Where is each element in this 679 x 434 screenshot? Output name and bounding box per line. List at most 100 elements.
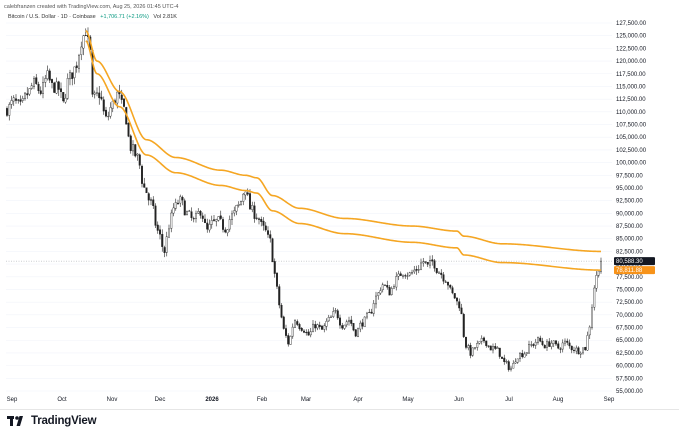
candle-body xyxy=(289,336,292,345)
candle-body xyxy=(152,199,155,206)
candle-body xyxy=(408,272,411,276)
candle-body xyxy=(435,268,438,273)
candle-body xyxy=(390,288,393,295)
candle-body xyxy=(269,234,272,239)
candle-body xyxy=(305,332,308,334)
candle-body xyxy=(523,353,526,358)
y-tick-label: 112,500.00 xyxy=(616,97,646,103)
candle-body xyxy=(12,97,15,102)
candle-body xyxy=(42,82,45,94)
candle-body xyxy=(39,90,42,94)
candle-body xyxy=(190,211,193,218)
candle-body xyxy=(197,211,200,214)
candle-body xyxy=(447,282,450,286)
candle-body xyxy=(156,224,159,231)
candle-body xyxy=(399,273,402,276)
candle-body xyxy=(462,314,465,337)
candle-body xyxy=(298,324,301,329)
chart-footer: TradingView xyxy=(0,409,679,434)
candle-body xyxy=(95,92,98,94)
candle-body xyxy=(593,287,596,308)
candle-body xyxy=(564,340,567,344)
time-axis[interactable]: Sep Oct Nov Dec 2026 Feb Mar Apr May Jun Jul Aug Sep xyxy=(7,397,615,403)
candle-body xyxy=(253,205,256,219)
candle-body xyxy=(136,153,139,156)
candle-body xyxy=(431,259,434,262)
candle-body xyxy=(179,196,182,204)
candle-body xyxy=(294,320,297,328)
candle-body xyxy=(368,312,371,314)
chart-created-note: calebfranzen created with TradingView.co… xyxy=(4,4,179,10)
x-tick-label: Aug xyxy=(553,397,564,403)
candle-body xyxy=(359,322,362,330)
candle-body xyxy=(233,210,236,214)
candle-body xyxy=(287,335,290,345)
price-axis[interactable]: 127,500.00 125,000.00 122,500.00 120,000.00… xyxy=(616,21,647,395)
candle-body xyxy=(498,347,501,357)
x-tick-label: Feb xyxy=(257,397,268,403)
y-tick-label: 55,000.00 xyxy=(616,389,643,395)
candle-body xyxy=(26,93,29,96)
candle-body xyxy=(595,275,598,289)
chart-grid xyxy=(6,22,612,392)
candle-body xyxy=(154,205,157,226)
candle-body xyxy=(167,228,170,238)
candle-body xyxy=(582,347,585,354)
candle-body xyxy=(510,367,513,370)
candle-body xyxy=(206,222,209,230)
candle-body xyxy=(555,340,558,345)
candle-body xyxy=(19,99,22,102)
x-tick-label: Mar xyxy=(301,397,311,403)
tradingview-logo[interactable]: TradingView xyxy=(7,415,97,427)
candle-body xyxy=(404,275,407,277)
candle-body xyxy=(188,210,191,212)
candle-body xyxy=(140,165,143,184)
candle-body xyxy=(411,272,414,274)
candle-body xyxy=(242,193,245,202)
candle-body xyxy=(21,98,24,101)
candle-body xyxy=(579,352,582,355)
candle-body xyxy=(426,262,429,265)
candle-body xyxy=(361,322,364,327)
candle-body xyxy=(104,109,107,117)
candle-body xyxy=(176,202,179,204)
candle-body xyxy=(131,144,134,152)
price-chart[interactable]: 127,500.00 125,000.00 122,500.00 120,000.00… xyxy=(0,0,679,409)
candle-body xyxy=(93,92,96,95)
candle-body xyxy=(375,295,378,305)
candle-body xyxy=(384,284,387,286)
candle-body xyxy=(221,219,224,230)
y-tick-label: 60,000.00 xyxy=(616,364,643,370)
candle-body xyxy=(525,352,528,355)
candle-body xyxy=(82,35,85,49)
candle-body xyxy=(235,205,238,212)
y-tick-label: 92,500.00 xyxy=(616,199,643,205)
candle-body xyxy=(406,275,409,277)
candle-body xyxy=(5,108,8,116)
candle-body xyxy=(318,324,321,327)
candle-body xyxy=(316,324,319,329)
candle-body xyxy=(212,219,215,221)
candle-body xyxy=(66,78,69,99)
candle-body xyxy=(528,344,531,354)
x-tick-label: Jun xyxy=(454,397,464,403)
y-tick-label: 62,500.00 xyxy=(616,351,643,357)
candle-body xyxy=(116,91,119,104)
candle-body xyxy=(521,352,524,358)
y-tick-label: 77,500.00 xyxy=(616,275,643,281)
candle-body xyxy=(181,197,184,201)
candle-body xyxy=(14,98,17,101)
band-lower-line xyxy=(85,40,601,271)
y-tick-label: 87,500.00 xyxy=(616,224,643,230)
y-tick-label: 90,000.00 xyxy=(616,211,643,217)
candle-body xyxy=(147,193,150,201)
candle-body xyxy=(476,343,479,348)
y-tick-label: 72,500.00 xyxy=(616,300,643,306)
candle-body xyxy=(505,361,508,363)
y-tick-label: 65,000.00 xyxy=(616,338,643,344)
candle-body xyxy=(107,115,110,118)
candle-body xyxy=(246,192,249,195)
x-tick-label: Sep xyxy=(604,397,615,403)
candle-body xyxy=(267,230,270,235)
candle-body xyxy=(541,340,544,345)
